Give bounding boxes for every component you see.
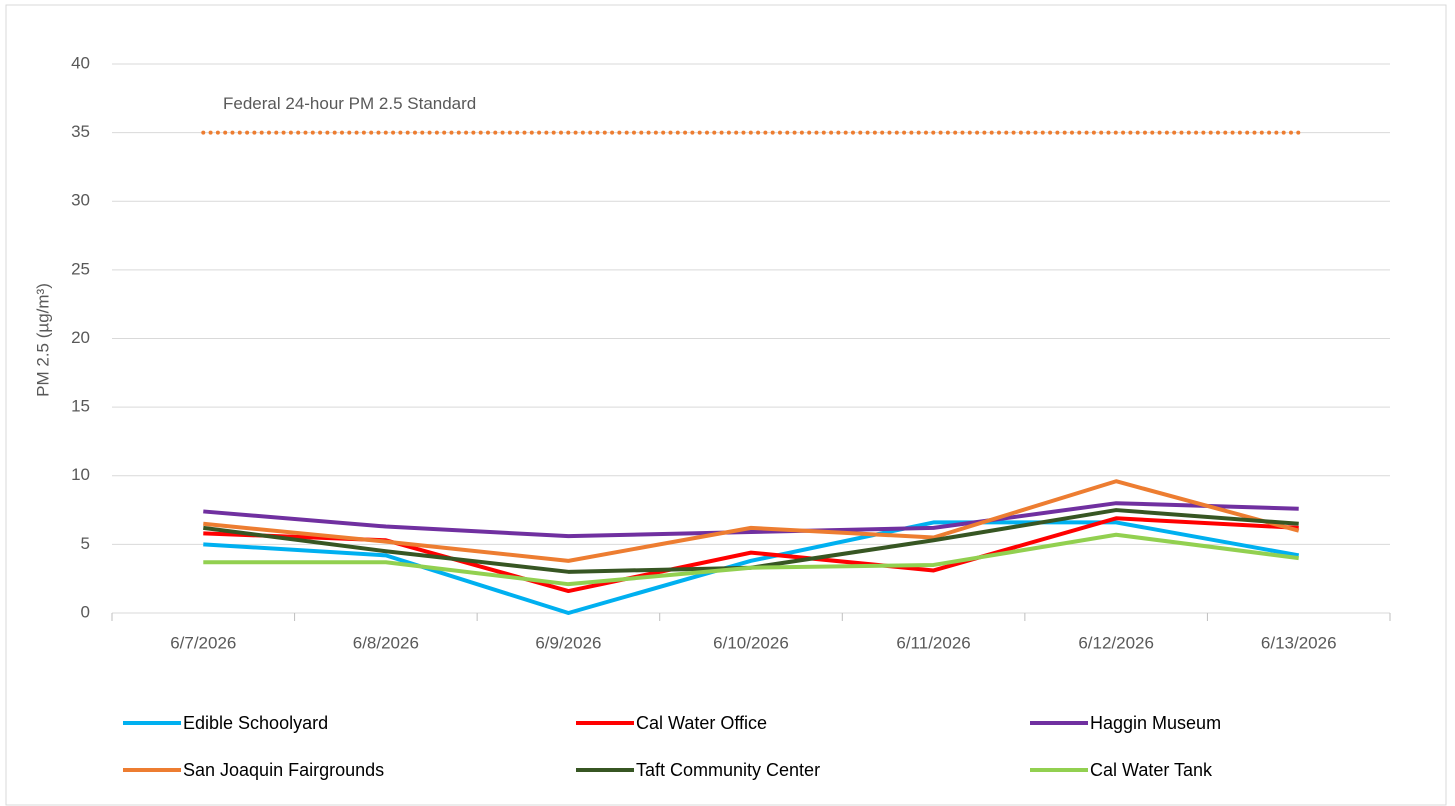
- y-tick-label: 25: [71, 259, 90, 278]
- x-tick-label: 6/7/2026: [170, 633, 236, 652]
- series-line: [203, 501, 1299, 539]
- legend-label: Haggin Museum: [1090, 713, 1221, 733]
- x-tick-label: 6/9/2026: [535, 633, 601, 652]
- series-line: [203, 479, 1300, 563]
- x-tick-label: 6/8/2026: [353, 633, 419, 652]
- y-tick-label: 15: [71, 397, 90, 416]
- y-axis-label: PM 2.5 (µg/m³): [33, 283, 52, 397]
- y-tick-label: 20: [71, 328, 90, 347]
- legend-label: San Joaquin Fairgrounds: [183, 760, 384, 780]
- series-line: [203, 520, 1300, 615]
- chart-frame: [5, 4, 1447, 806]
- legend-label: Cal Water Tank: [1090, 760, 1213, 780]
- y-tick-label: 10: [71, 465, 90, 484]
- legend-label: Cal Water Office: [636, 713, 767, 733]
- legend-label: Taft Community Center: [636, 760, 820, 780]
- x-tick-label: 6/13/2026: [1261, 633, 1337, 652]
- legend-label: Edible Schoolyard: [183, 713, 328, 733]
- x-tick-label: 6/11/2026: [896, 633, 970, 652]
- y-tick-label: 30: [71, 191, 90, 210]
- x-tick-label: 6/10/2026: [713, 633, 789, 652]
- reference-label: Federal 24-hour PM 2.5 Standard: [223, 94, 476, 113]
- x-tick-label: 6/12/2026: [1078, 633, 1154, 652]
- series-line: [203, 532, 1299, 587]
- y-tick-label: 0: [81, 602, 90, 621]
- y-tick-label: 40: [71, 53, 90, 72]
- y-tick-label: 35: [71, 122, 90, 141]
- y-tick-label: 5: [81, 534, 90, 553]
